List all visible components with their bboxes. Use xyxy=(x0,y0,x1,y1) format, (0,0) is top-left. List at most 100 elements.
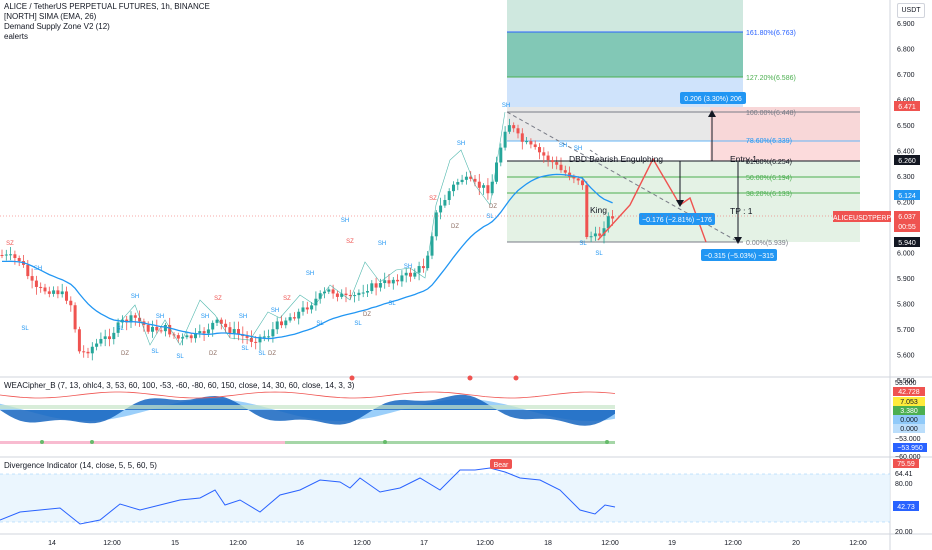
candle-body xyxy=(34,280,38,287)
candle-body xyxy=(555,162,559,165)
candle-body xyxy=(185,335,189,338)
projection-path[interactable] xyxy=(597,157,707,243)
candle-body xyxy=(486,185,490,194)
price-axis[interactable]: 6.9006.8006.7006.6006.5006.4006.3006.200… xyxy=(897,21,915,385)
time-axis[interactable]: 14 12:00 15 12:00 16 12:00 17 12:00 18 12:00 19 12:… xyxy=(48,540,867,547)
wea-label[interactable]: WEACipher_B (7, 13, ohlc4, 3, 53, 60, 10… xyxy=(4,381,355,390)
wea-tag-6 xyxy=(893,443,927,452)
wea-buy-dot xyxy=(383,440,387,444)
swing-mark-sh: SH xyxy=(378,241,386,247)
swing-mark-sl: SL xyxy=(595,251,603,257)
div-label[interactable]: Divergence Indicator (14, close, 5, 5, 6… xyxy=(4,461,157,470)
price-axis-label: 6.700 xyxy=(897,72,915,79)
time-axis-label: 15 xyxy=(171,540,179,547)
wea-tag-1 xyxy=(893,387,925,396)
bear-badge[interactable] xyxy=(490,459,512,469)
time-axis-label: 18 xyxy=(544,540,552,547)
candle-body xyxy=(181,337,185,339)
weacipher-pane[interactable] xyxy=(0,375,616,445)
candle-body xyxy=(344,293,348,296)
wea-tag-4-text: 0.000 xyxy=(900,417,918,424)
swing-mark-sz: SZ xyxy=(346,239,354,245)
swing-mark-sz: SZ xyxy=(6,241,14,247)
swing-mark-dz: DZ xyxy=(209,351,217,357)
candle-body xyxy=(30,276,34,281)
candle-body xyxy=(151,326,154,332)
candle-body xyxy=(525,141,529,143)
candle-body xyxy=(116,322,120,333)
wea-band xyxy=(0,405,615,409)
measure-low-badge[interactable] xyxy=(701,249,777,261)
rsi-line[interactable] xyxy=(0,467,616,525)
candle-body xyxy=(245,336,249,338)
tp-label[interactable]: TP : 1 xyxy=(730,206,753,216)
pattern-label[interactable]: DBD Bearish Engulphing xyxy=(569,154,663,164)
currency-badge[interactable]: USDT xyxy=(897,3,925,18)
candle-body xyxy=(146,324,150,332)
price-axis-label: 6.300 xyxy=(897,174,915,181)
symbol-title[interactable]: ALICE / TetherUS PERPETUAL FUTURES, 1h, … xyxy=(4,2,210,11)
candle-body xyxy=(473,178,477,182)
candle-body xyxy=(370,283,374,292)
zigzag-line xyxy=(119,111,506,346)
entry-label[interactable]: Entry 1 xyxy=(730,154,757,164)
candle-body xyxy=(47,291,51,294)
measure-up-badge[interactable] xyxy=(680,92,746,104)
candle-body xyxy=(378,283,382,288)
wea-tag-3-text: 3.380 xyxy=(900,408,918,415)
candle-body xyxy=(512,125,516,129)
indicator-sima-label[interactable]: [NORTH] SIMA (EMA, 26) xyxy=(4,12,97,21)
fib-label-1000: 100.00%(6.448) xyxy=(746,110,796,117)
time-axis-label: 12:00 xyxy=(601,540,619,547)
measure-up-text: 0.206 (3.30%) 206 xyxy=(684,96,742,103)
candle-body xyxy=(86,351,90,354)
candle-body xyxy=(4,254,8,256)
time-axis-label: 19 xyxy=(668,540,676,547)
candle-body xyxy=(60,291,64,295)
candle-body xyxy=(202,331,206,334)
candle-body xyxy=(469,176,473,179)
time-axis-label: 12:00 xyxy=(849,540,867,547)
price-tag-6124 xyxy=(894,190,920,200)
candle-body xyxy=(550,160,554,163)
wea-signal-dot xyxy=(349,375,355,381)
wea-axis-n53: −53.000 xyxy=(895,436,921,443)
swing-mark-sl: SL xyxy=(316,321,324,327)
candle-body xyxy=(77,329,81,352)
candlestick-series[interactable] xyxy=(0,118,615,361)
candle-body xyxy=(103,336,107,339)
candle-body xyxy=(327,289,331,292)
price-tag-6260 xyxy=(894,155,920,165)
candle-body xyxy=(396,279,400,282)
swing-mark-sh: SH xyxy=(156,314,164,320)
wea-axis-53: 53.000 xyxy=(895,380,917,387)
ema-line[interactable] xyxy=(2,173,613,340)
candle-body xyxy=(533,144,537,148)
indicator-ealerts-label[interactable]: ealerts xyxy=(4,32,29,41)
swing-mark-dz: DZ xyxy=(121,351,129,357)
measure-mid-text: −0.176 (−2.81%) −176 xyxy=(642,217,712,224)
candle-body xyxy=(348,295,352,297)
candle-body xyxy=(572,177,576,179)
candle-body xyxy=(391,279,395,284)
price-axis-label: 5.800 xyxy=(897,302,915,309)
candle-body xyxy=(13,254,17,259)
arrow-mid-head-icon xyxy=(676,200,684,207)
wea-tag-5-text: 0.000 xyxy=(900,426,918,433)
candle-body xyxy=(598,233,602,236)
candle-body xyxy=(602,228,606,236)
candle-body xyxy=(507,125,511,132)
king-label[interactable]: King xyxy=(590,205,607,215)
indicator-dsz-label[interactable]: Demand Supply Zone V2 (12) xyxy=(4,22,110,31)
div-tag-4273 xyxy=(893,501,919,511)
candle-body xyxy=(314,298,318,306)
candle-body xyxy=(90,346,94,354)
swing-mark-sh: SH xyxy=(34,266,42,272)
candle-body xyxy=(503,131,507,148)
swing-mark-sl: SL xyxy=(354,321,362,327)
swing-mark-sl: SL xyxy=(388,301,396,307)
candle-body xyxy=(516,128,520,134)
candle-body xyxy=(409,272,412,277)
candle-body xyxy=(417,266,421,273)
